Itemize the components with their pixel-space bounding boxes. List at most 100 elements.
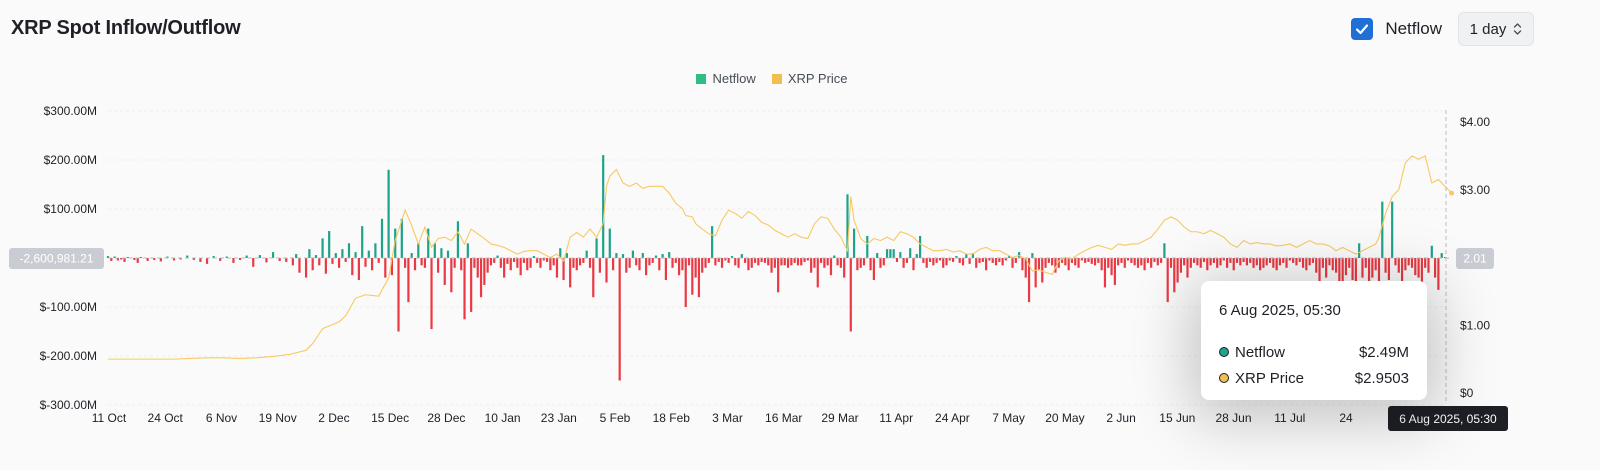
x-tick-label: 24 Apr: [935, 411, 970, 425]
netflow-bar: [925, 258, 928, 268]
netflow-bar: [569, 258, 572, 288]
netflow-bar: [450, 258, 453, 293]
netflow-bar: [1060, 258, 1064, 263]
netflow-bar: [935, 258, 938, 263]
netflow-bar: [555, 258, 559, 278]
legend-item-netflow[interactable]: Netflow: [696, 71, 756, 86]
netflow-bar: [526, 258, 529, 271]
netflow-bar: [179, 258, 182, 260]
netflow-bar: [691, 258, 694, 295]
netflow-bar: [664, 258, 668, 281]
crosshair-date-label-bg: [1388, 406, 1508, 431]
netflow-bar: [278, 258, 281, 261]
netflow-bar: [862, 258, 866, 266]
netflow-bar: [578, 258, 582, 266]
netflow-bar: [763, 258, 767, 263]
netflow-bar: [1255, 258, 1258, 266]
netflow-bar: [529, 258, 532, 268]
netflow-bar: [922, 258, 925, 263]
netflow-bar: [1087, 258, 1090, 262]
tooltip-value-price: $2.9503: [1354, 369, 1409, 387]
netflow-bar: [252, 258, 255, 267]
netflow-bar: [790, 258, 793, 266]
netflow-bar: [440, 248, 443, 258]
chevron-up-down-icon: [1514, 23, 1522, 35]
netflow-bar: [1219, 258, 1222, 266]
y-left-tick-label: $-100.00M: [40, 300, 97, 314]
netflow-bar: [668, 252, 671, 258]
netflow-bar: [172, 258, 176, 261]
period-select[interactable]: 1 day: [1458, 12, 1534, 46]
netflow-bar: [166, 256, 169, 258]
netflow-bar: [1146, 258, 1149, 263]
x-tick-label: 7 May: [992, 411, 1025, 425]
netflow-bar: [595, 238, 598, 258]
netflow-bar: [1110, 258, 1113, 276]
netflow-bar: [271, 252, 275, 258]
netflow-bar: [116, 258, 119, 261]
netflow-bar: [856, 258, 859, 271]
netflow-bar: [582, 258, 585, 263]
netflow-bar: [602, 155, 605, 258]
netflow-bar: [740, 254, 743, 258]
netflow-bar: [410, 253, 413, 258]
netflow-bar: [882, 258, 885, 266]
netflow-bar: [1384, 258, 1387, 273]
netflow-bar: [625, 258, 628, 273]
netflow-bar: [1126, 258, 1130, 261]
netflow-bar: [605, 258, 608, 283]
netflow-checkbox[interactable]: [1351, 18, 1374, 40]
netflow-bar: [1186, 258, 1189, 278]
x-tick-label: 16 Mar: [765, 411, 802, 425]
netflow-toggle-label[interactable]: Netflow: [1385, 19, 1442, 38]
netflow-bar: [1315, 258, 1318, 273]
x-tick-label: 3 Mar: [712, 411, 743, 425]
netflow-bar: [1381, 201, 1384, 258]
netflow-bar: [1424, 258, 1427, 268]
tooltip-label-netflow: Netflow: [1235, 343, 1286, 361]
netflow-bar: [1093, 258, 1097, 266]
netflow-bar: [628, 258, 631, 268]
netflow-bar: [146, 258, 149, 261]
netflow-bar: [285, 258, 288, 262]
netflow-bar: [427, 228, 430, 258]
netflow-bar: [1377, 258, 1381, 293]
netflow-bar: [1334, 258, 1338, 273]
netflow-bar: [1351, 258, 1354, 281]
netflow-bar: [919, 235, 922, 258]
netflow-bar: [1400, 258, 1404, 283]
netflow-bar: [404, 258, 407, 268]
netflow-bar: [506, 258, 509, 264]
netflow-bar: [800, 258, 803, 266]
crosshair-left-label-bg: [9, 248, 104, 269]
netflow-bar: [902, 258, 905, 268]
netflow-bar: [1189, 258, 1192, 268]
netflow-bar: [1272, 258, 1275, 268]
netflow-bar: [357, 258, 360, 281]
netflow-bar: [120, 258, 123, 260]
netflow-bar: [899, 252, 902, 258]
netflow-bar: [1206, 258, 1209, 271]
netflow-bar: [1414, 258, 1417, 276]
netflow-bar: [516, 258, 519, 268]
netflow-bar: [1358, 243, 1361, 258]
netflow-bar: [536, 258, 539, 263]
netflow-bar: [1153, 258, 1156, 262]
netflow-bar: [407, 258, 410, 303]
x-tick-label: 19 Nov: [259, 411, 297, 425]
netflow-bar: [833, 255, 836, 258]
netflow-bar: [1226, 258, 1229, 268]
netflow-bar: [133, 258, 136, 260]
netflow-bar: [1364, 258, 1367, 268]
legend-label-netflow: Netflow: [712, 71, 756, 86]
legend-item-price[interactable]: XRP Price: [771, 71, 848, 86]
netflow-bar: [1070, 258, 1074, 263]
netflow-bar: [1166, 258, 1169, 303]
netflow-bar: [1239, 258, 1242, 266]
netflow-bar: [631, 250, 634, 258]
netflow-bar: [1434, 258, 1437, 278]
netflow-bar: [975, 258, 978, 268]
netflow-bar: [671, 258, 674, 268]
netflow-bar: [387, 169, 390, 258]
